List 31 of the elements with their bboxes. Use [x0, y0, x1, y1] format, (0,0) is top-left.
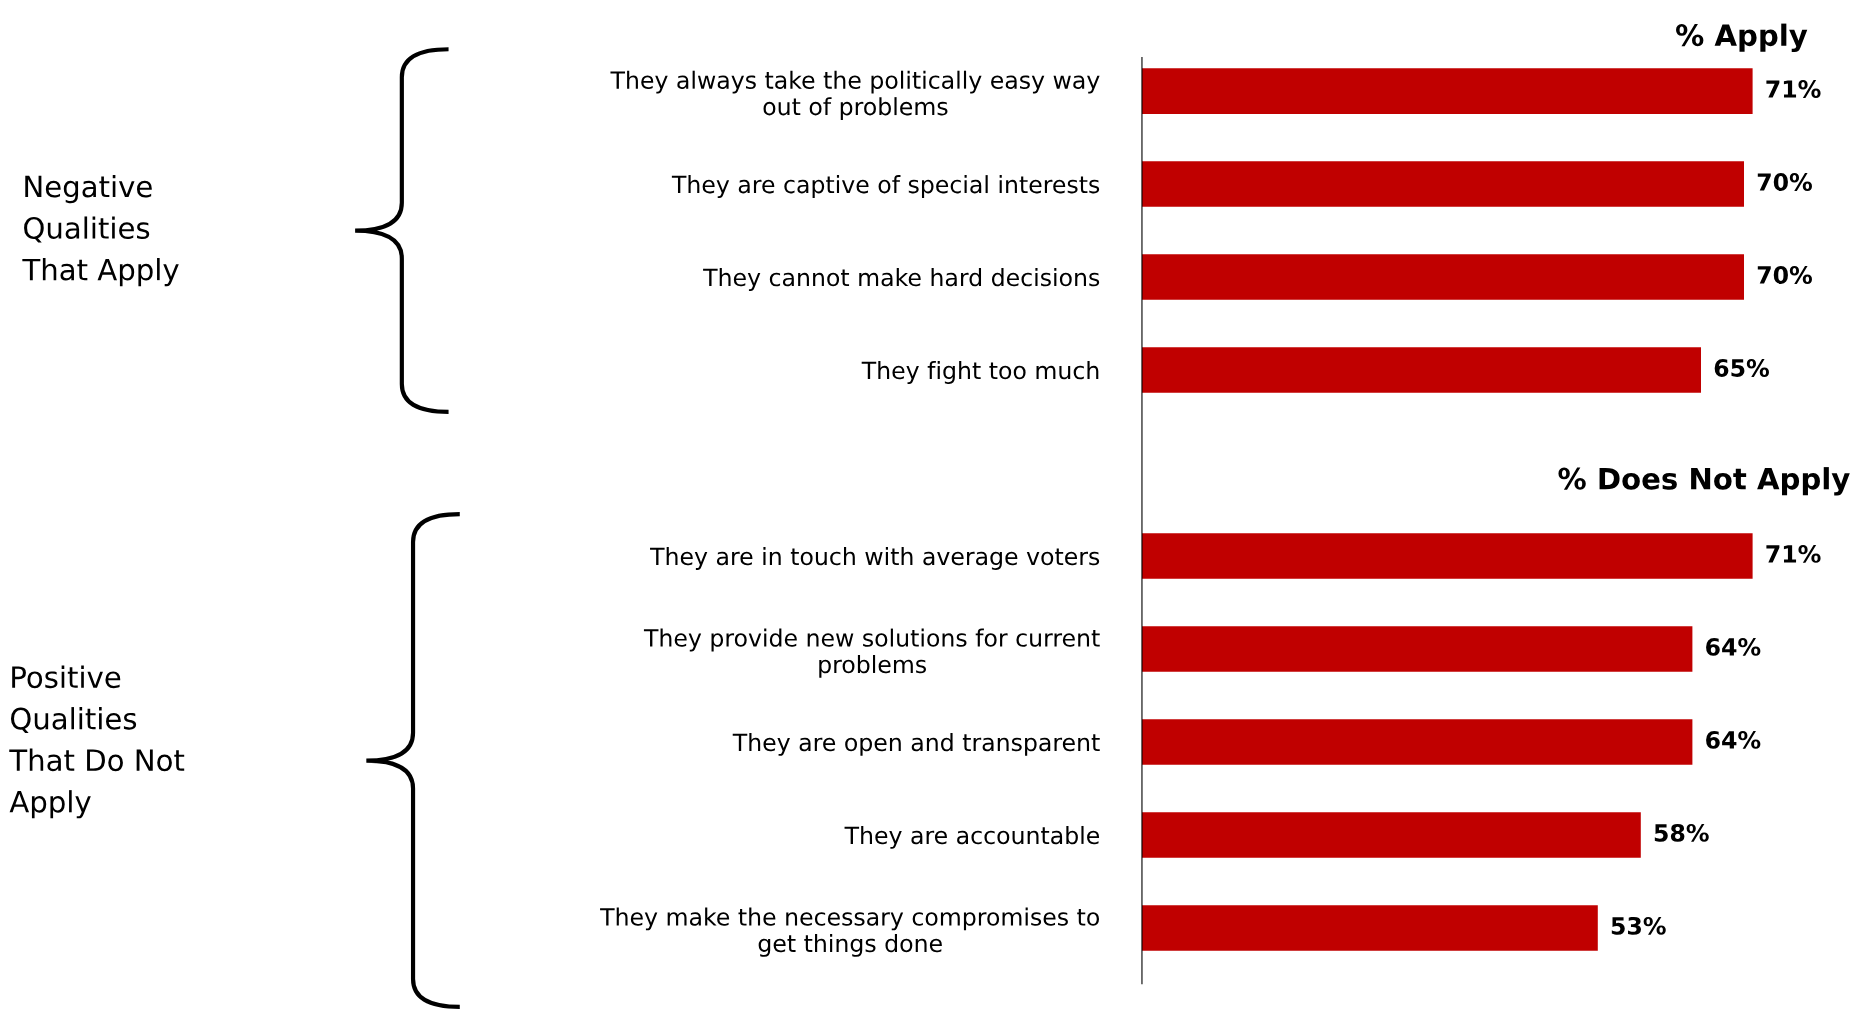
annotation: % Does Not Apply — [1558, 467, 1850, 496]
data-label: 71% — [1766, 80, 1821, 98]
y-tick-label: They make the necessary compromises to get things done — [600, 907, 1100, 957]
y-tick-label: They provide new solutions for current problems — [643, 628, 1100, 678]
text: Positive Qualities That Do Not Apply — [9, 665, 185, 819]
bar — [1141, 533, 1753, 579]
bar — [1141, 719, 1693, 765]
data-label: 53% — [1611, 916, 1666, 935]
y-tick-label: They are accountable — [844, 825, 1100, 849]
bar — [1141, 161, 1745, 207]
y-tick-label: They are open and transparent — [732, 732, 1100, 756]
text: % Apply — [1676, 23, 1808, 53]
bar — [1141, 347, 1701, 393]
y-tick-label: They are in touch with average voters — [650, 547, 1100, 570]
data-label: 71% — [1766, 544, 1821, 563]
data-label: 70% — [1757, 266, 1812, 284]
data-label: 64% — [1706, 730, 1761, 749]
data-label: 70% — [1757, 173, 1812, 191]
y-tick-label: They are captive of special interests — [671, 175, 1100, 198]
y-tick-label: They cannot make hard decisions — [703, 268, 1100, 291]
bar — [1141, 812, 1641, 858]
bar — [1141, 905, 1598, 951]
data-label: 64% — [1706, 637, 1761, 656]
data-label: 65% — [1714, 359, 1769, 377]
data-label: 58% — [1654, 823, 1709, 842]
y-tick-label: They always take the politically easy way out of problems — [610, 70, 1100, 120]
text: Negative Qualities That Apply — [22, 174, 179, 287]
bar — [1141, 626, 1693, 672]
bar — [1141, 254, 1745, 300]
bar — [1141, 68, 1753, 114]
y-tick-label: They fight too much — [861, 361, 1099, 384]
